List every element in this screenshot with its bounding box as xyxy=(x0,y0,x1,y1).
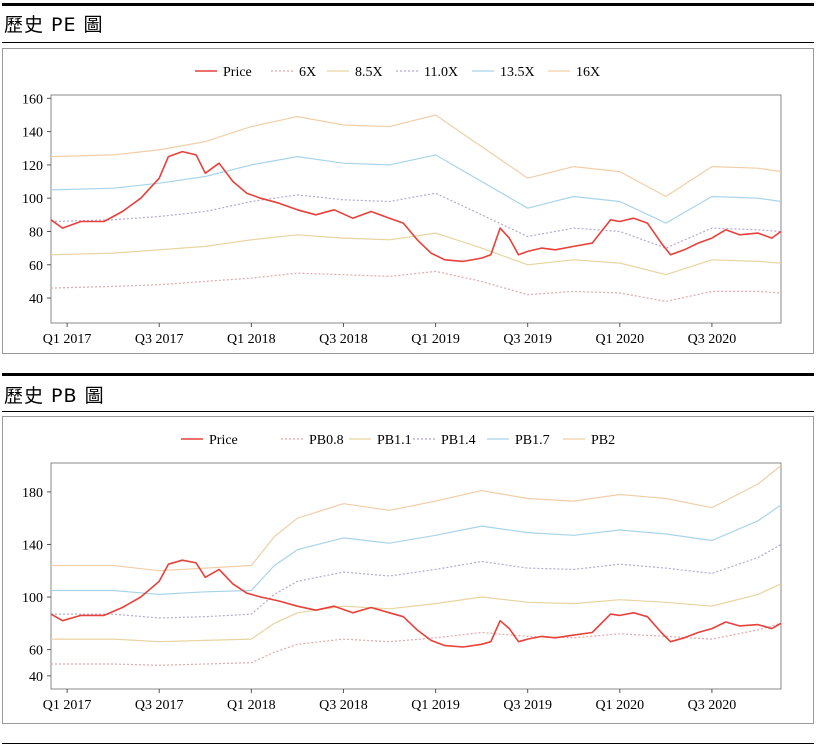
series-line-13-5x xyxy=(50,154,782,224)
pe-chart: 40 60 80 100 120 140 160 Q1 2017 Q3 2017 Q1 2018 Q… xyxy=(22,65,782,347)
legend-label-price: Price xyxy=(209,433,238,448)
series-line-6x xyxy=(50,270,782,302)
pb-chart-frame: 40 60 100 140 180 Q1 2017 Q3 2017 Q1 2018 Q3 201… xyxy=(2,416,814,724)
series-line-pb0-8 xyxy=(51,622,782,666)
series-line-price xyxy=(50,150,782,263)
legend-label-8-5x: 8.5X xyxy=(355,65,383,80)
section-title-underline xyxy=(2,411,814,412)
x-tick-label: Q1 2020 xyxy=(595,332,644,347)
y-tick-label: 100 xyxy=(22,591,43,606)
y-tick-label: 60 xyxy=(29,259,43,274)
y-tick-label: 60 xyxy=(29,644,43,659)
y-tick-label: 140 xyxy=(22,126,43,141)
series-line-pb1-1 xyxy=(51,583,782,643)
legend-label-pb1-4: PB1.4 xyxy=(441,433,476,448)
x-tick-label: Q1 2019 xyxy=(411,332,460,347)
series-line-pb2 xyxy=(51,465,782,572)
x-tick-label: Q3 2019 xyxy=(503,332,552,347)
y-tick-label: 80 xyxy=(29,225,43,240)
x-tick-label: Q1 2018 xyxy=(227,332,276,347)
x-tick-label: Q3 2020 xyxy=(688,698,737,713)
section-top-rule xyxy=(2,3,814,6)
section-title-pb: 歷史 PB 圖 xyxy=(4,385,105,407)
x-tick-label: Q3 2018 xyxy=(319,698,368,713)
x-tick-label: Q3 2017 xyxy=(135,698,184,713)
series-line-price xyxy=(50,559,782,648)
x-tick-label: Q3 2017 xyxy=(135,332,184,347)
plot-area xyxy=(50,94,782,324)
legend-label-13-5x: 13.5X xyxy=(500,65,535,80)
y-tick-label: 120 xyxy=(22,159,43,174)
section-top-rule xyxy=(2,373,814,376)
legend-label-16x: 16X xyxy=(576,65,600,80)
y-tick-label: 100 xyxy=(22,192,43,207)
y-tick-label: 40 xyxy=(29,670,43,685)
y-tick-label: 140 xyxy=(22,538,43,553)
legend-label-pb1-7: PB1.7 xyxy=(515,433,550,448)
legend-label-price: Price xyxy=(223,65,252,80)
bottom-rule xyxy=(2,743,814,744)
x-tick-label: Q3 2019 xyxy=(503,698,552,713)
legend-label-pb1-1: PB1.1 xyxy=(377,433,412,448)
series-line-11-0x xyxy=(50,192,782,249)
series-line-pb1-7 xyxy=(51,504,782,595)
legend-label-11-0x: 11.0X xyxy=(424,65,458,80)
series-line-8-5x xyxy=(50,232,782,276)
x-tick-label: Q1 2020 xyxy=(595,698,644,713)
series-line-pb1-4 xyxy=(51,543,782,619)
legend-label-pb0-8: PB0.8 xyxy=(309,433,344,448)
pb-chart: 40 60 100 140 180 Q1 2017 Q3 2017 Q1 2018 Q3 201… xyxy=(22,433,782,713)
x-tick-label: Q1 2018 xyxy=(227,698,276,713)
y-tick-label: 160 xyxy=(22,92,43,107)
y-tick-label: 180 xyxy=(22,486,43,501)
section-title-underline xyxy=(2,42,814,43)
y-tick-label: 40 xyxy=(29,292,43,307)
plot-area xyxy=(50,462,782,690)
legend-label-pb2: PB2 xyxy=(591,433,615,448)
x-tick-label: Q1 2017 xyxy=(43,698,92,713)
x-tick-label: Q3 2018 xyxy=(319,332,368,347)
section-title-pe: 歷史 PE 圖 xyxy=(4,14,104,36)
x-tick-label: Q1 2019 xyxy=(411,698,460,713)
pe-chart-frame: 40 60 80 100 120 140 160 Q1 2017 Q3 2017 Q1 2018 Q… xyxy=(2,48,814,354)
series-line-16x xyxy=(50,114,782,198)
legend-label-6x: 6X xyxy=(299,65,316,80)
x-tick-label: Q3 2020 xyxy=(688,332,737,347)
x-tick-label: Q1 2017 xyxy=(43,332,92,347)
